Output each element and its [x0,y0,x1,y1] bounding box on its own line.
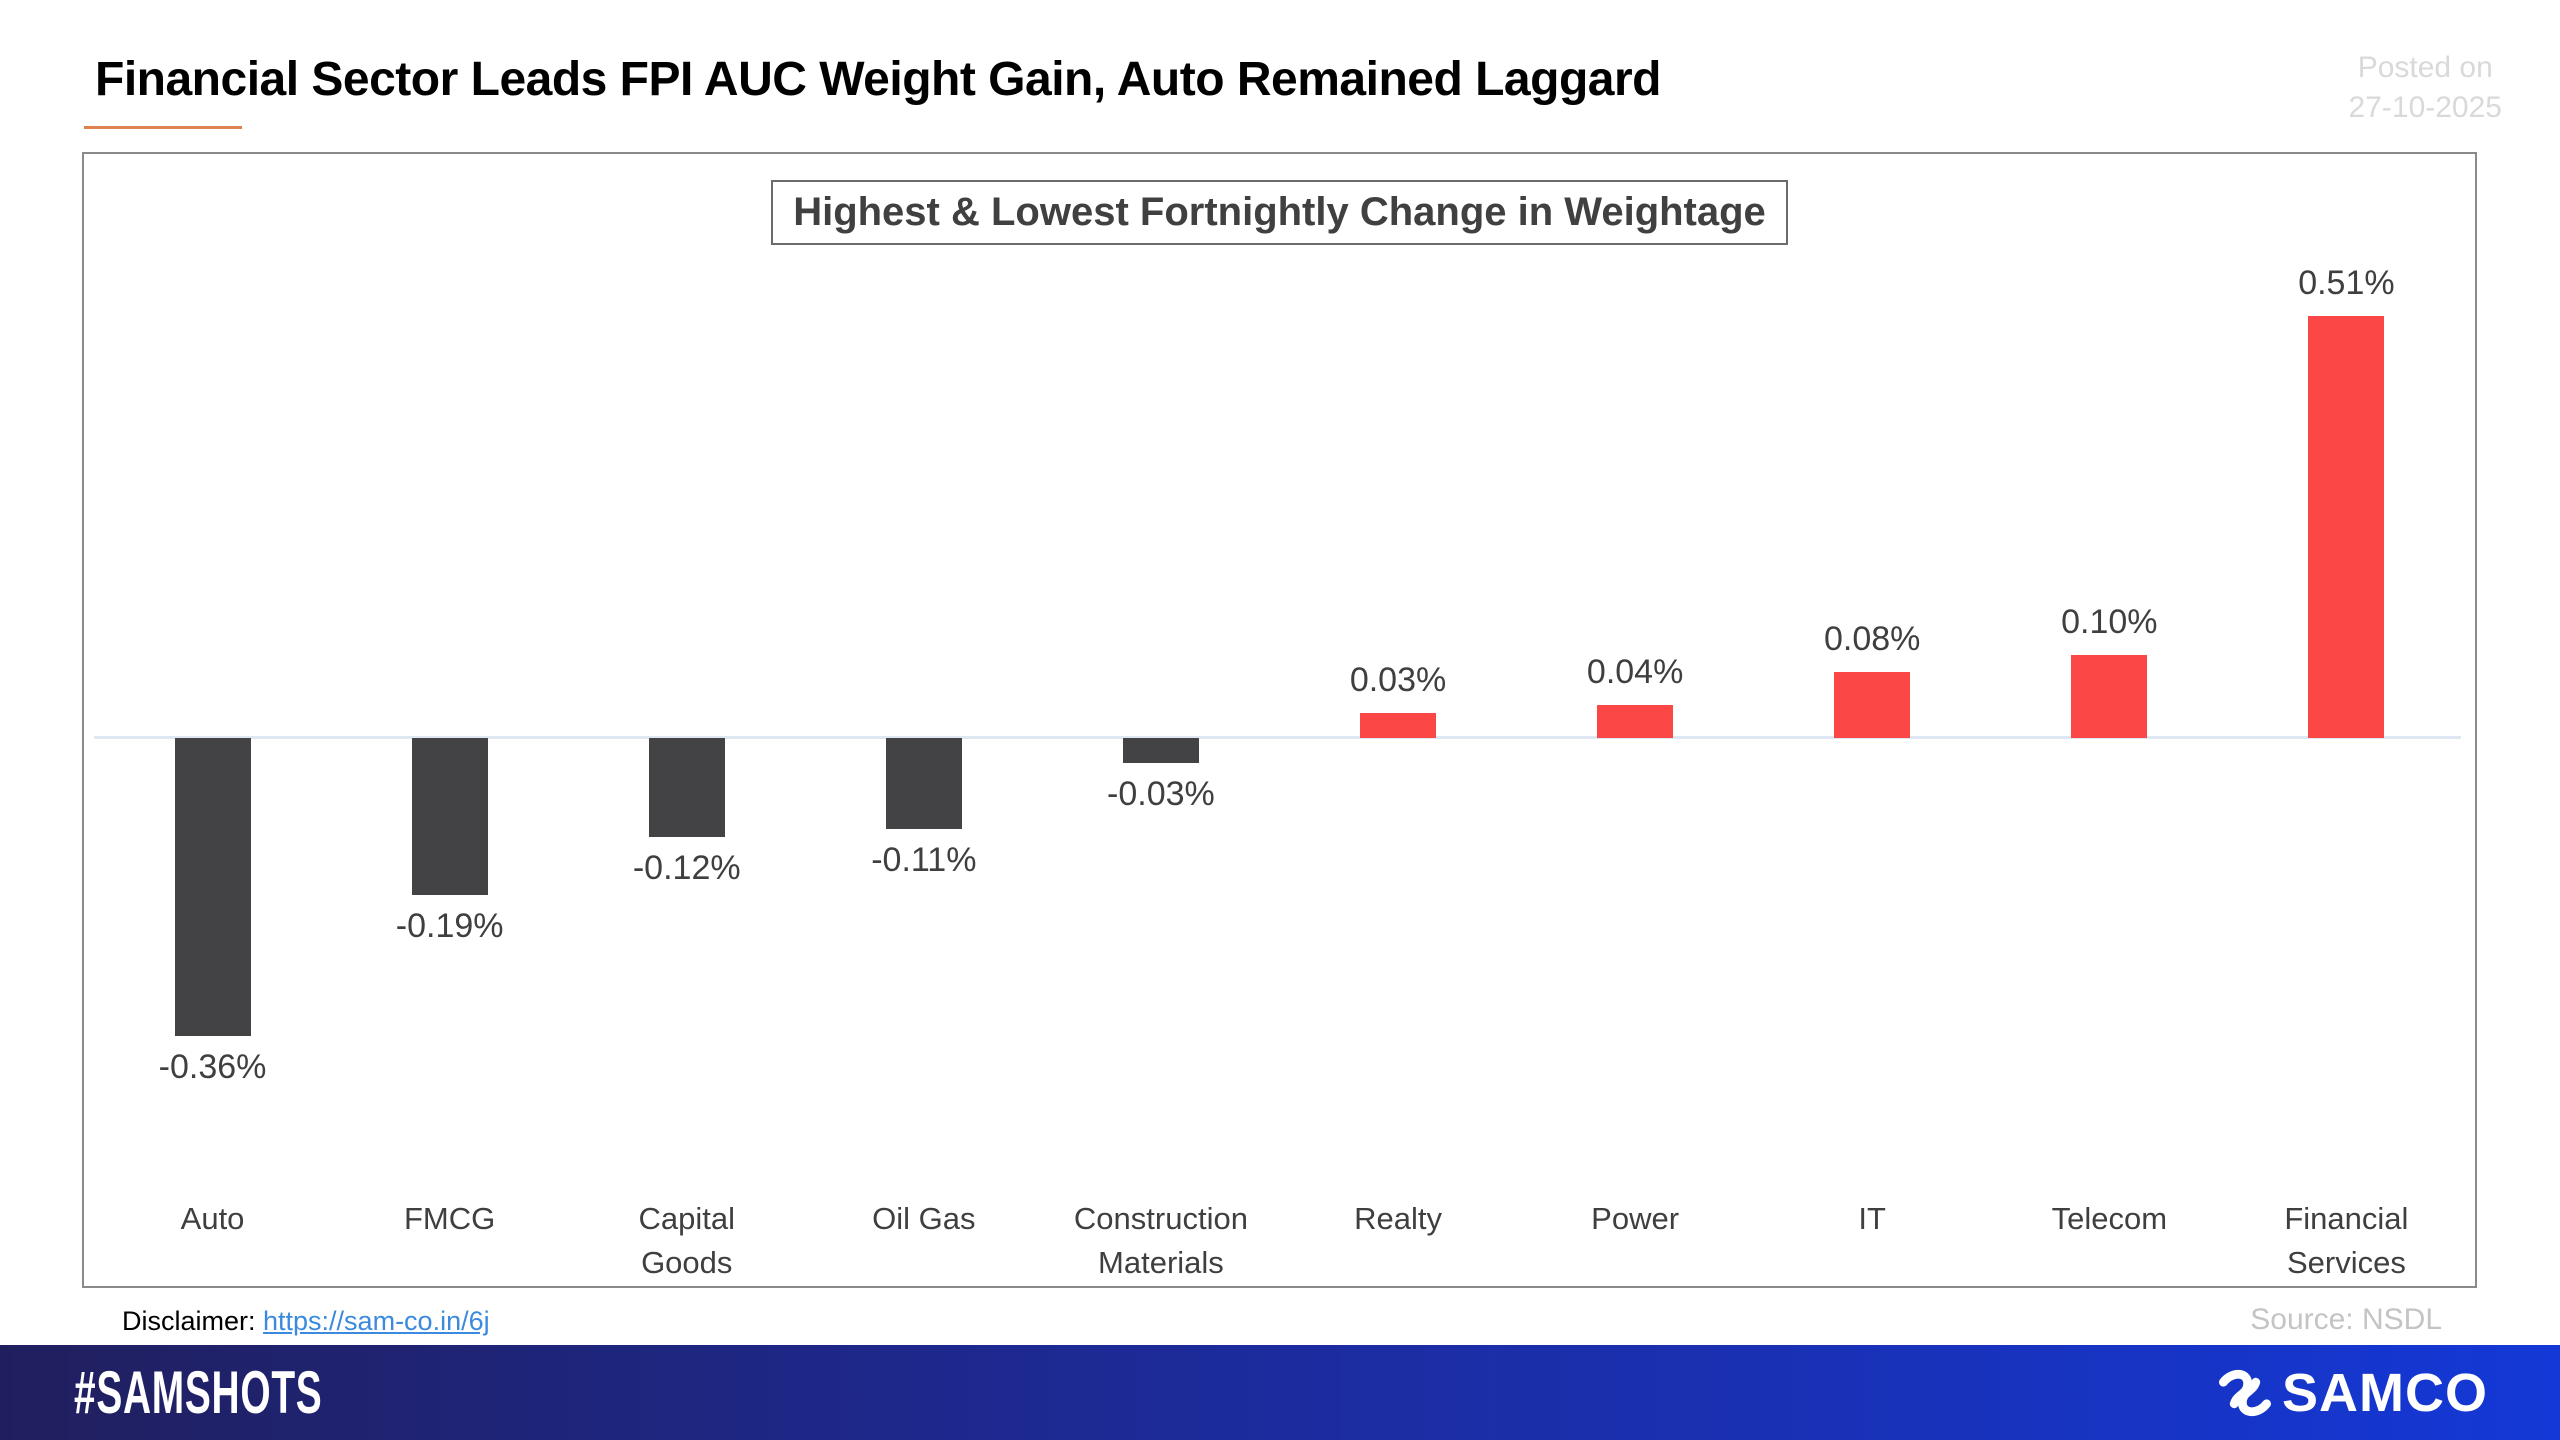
category-label: Capital Goods [568,1197,805,1284]
bar-column: 0.51% [2228,154,2465,1194]
category-label: IT [1754,1197,1991,1284]
posted-on-label: Posted on [2357,51,2493,84]
disclaimer-link[interactable]: https://sam-co.in/6j [263,1306,490,1336]
bar-column: 0.08% [1754,154,1991,1194]
category-label: Oil Gas [805,1197,1042,1284]
title-accent-underline [84,126,242,129]
bar-column: 0.03% [1279,154,1516,1194]
category-label: Construction Materials [1042,1197,1279,1284]
samco-logo: SAMCO [2218,1362,2488,1424]
bar-column: 0.10% [1991,154,2228,1194]
bar-value-label: 0.03% [1349,661,1447,700]
category-label-text: Realty [1354,1201,1442,1236]
bar-negative [1122,738,1199,763]
category-label: Auto [94,1197,331,1284]
category-label: Telecom [1991,1197,2228,1284]
category-label: FMCG [331,1197,568,1284]
bar-positive [2308,316,2385,738]
chart-container: Highest & Lowest Fortnightly Change in W… [82,152,2477,1288]
category-label-text: Power [1591,1201,1680,1236]
category-label-text: IT [1858,1201,1886,1236]
bar-positive [1834,671,1911,738]
bar-column: -0.19% [331,154,568,1194]
bar-value-label: 0.08% [1824,619,1921,658]
category-label-text: Telecom [2051,1201,2168,1236]
samco-swirl-icon [2219,1369,2271,1416]
bar-negative [174,738,251,1036]
bar-column: -0.03% [1042,154,1279,1194]
posted-on-block: Posted on 27-10-2025 [2349,48,2502,128]
category-label-text: Auto [180,1201,245,1236]
bar-value-label: -0.11% [871,840,977,879]
bar-positive [1597,704,1674,738]
disclaimer: Disclaimer: https://sam-co.in/6j [122,1306,490,1337]
samshots-hashtag: #SAMSHOTS [74,1358,323,1427]
bar-negative [885,738,962,829]
bar-column: -0.36% [94,154,331,1194]
category-label-text: Financial Services [2284,1201,2409,1280]
category-label: Financial Services [2228,1197,2465,1284]
zero-axis-line [94,736,2461,739]
category-label-text: Capital Goods [638,1201,735,1280]
bar-value-label: 0.51% [2298,264,2395,303]
chart-title: Highest & Lowest Fortnightly Change in W… [771,180,1788,245]
bar-column: -0.11% [805,154,1042,1194]
source-note: Source: NSDL [2250,1303,2442,1336]
bar-positive [1360,713,1437,738]
page-title: Financial Sector Leads FPI AUC Weight Ga… [95,53,1661,106]
plot-area: -0.36% -0.19% -0.12% -0.11% -0.03% 0.03% 0.04%… [94,154,2465,1194]
samco-wordmark: SAMCO [2282,1362,2488,1423]
category-label: Power [1517,1197,1754,1284]
bar-negative [411,738,488,896]
category-label-text: Construction Materials [1073,1201,1248,1280]
disclaimer-label: Disclaimer: [122,1306,264,1336]
footer-bar: #SAMSHOTS SAMCO [0,1345,2560,1440]
bar-value-label: 0.04% [1586,652,1684,691]
bar-column: 0.04% [1517,154,1754,1194]
category-labels: Auto FMCG Capital Goods Oil Gas Construction… [94,1197,2465,1284]
bar-value-label: -0.19% [395,907,504,946]
bar-negative [648,738,725,838]
bar-value-label: -0.03% [1107,774,1215,813]
bar-value-label: -0.36% [158,1047,267,1086]
bar-value-label: 0.10% [2061,603,2158,642]
bar-value-label: -0.12% [632,849,741,888]
chart-title-wrap: Highest & Lowest Fortnightly Change in W… [84,180,2475,245]
category-label-text: Oil Gas [872,1201,976,1236]
category-label: Realty [1279,1197,1516,1284]
bar-positive [2071,655,2148,738]
category-label-text: FMCG [404,1201,496,1236]
posted-on-date: 27-10-2025 [2348,91,2502,124]
bar-column: -0.12% [568,154,805,1194]
